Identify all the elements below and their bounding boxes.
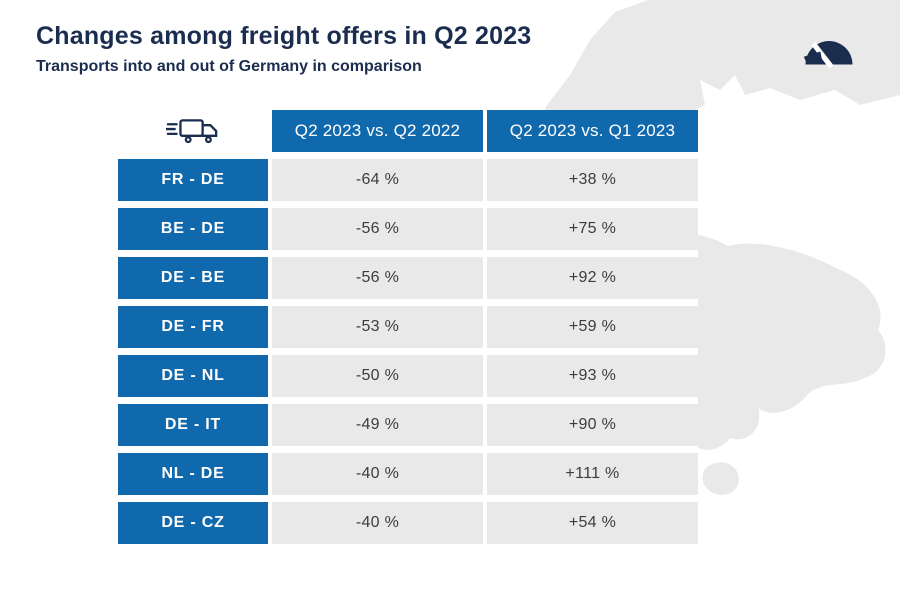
route-label: FR - DE: [118, 159, 268, 201]
route-label: BE - DE: [118, 208, 268, 250]
page-subtitle: Transports into and out of Germany in co…: [36, 58, 422, 75]
value-vs-q1-2023: +93 %: [487, 355, 698, 397]
value-vs-q2-2022: -53 %: [272, 306, 483, 348]
route-label: DE - IT: [118, 404, 268, 446]
value-vs-q2-2022: -49 %: [272, 404, 483, 446]
value-vs-q1-2023: +92 %: [487, 257, 698, 299]
value-vs-q1-2023: +111 %: [487, 453, 698, 495]
column-header-q2-2023-vs-q2-2022: Q2 2023 vs. Q2 2022: [272, 110, 483, 152]
route-label: DE - BE: [118, 257, 268, 299]
value-vs-q2-2022: -56 %: [272, 257, 483, 299]
value-vs-q2-2022: -40 %: [272, 502, 483, 544]
value-vs-q2-2022: -40 %: [272, 453, 483, 495]
gauge-logo-icon: [798, 28, 860, 73]
value-vs-q1-2023: +75 %: [487, 208, 698, 250]
value-vs-q2-2022: -64 %: [272, 159, 483, 201]
value-vs-q2-2022: -56 %: [272, 208, 483, 250]
value-vs-q1-2023: +59 %: [487, 306, 698, 348]
route-label: DE - NL: [118, 355, 268, 397]
value-vs-q1-2023: +54 %: [487, 502, 698, 544]
truck-icon: [118, 110, 268, 152]
page-title: Changes among freight offers in Q2 2023: [36, 22, 532, 50]
value-vs-q1-2023: +90 %: [487, 404, 698, 446]
route-label: NL - DE: [118, 453, 268, 495]
freight-offers-table: Q2 2023 vs. Q2 2022 Q2 2023 vs. Q1 2023 …: [118, 110, 698, 544]
route-label: DE - FR: [118, 306, 268, 348]
value-vs-q1-2023: +38 %: [487, 159, 698, 201]
title-block: Changes among freight offers in Q2 2023 …: [36, 22, 531, 76]
column-header-q2-2023-vs-q1-2023: Q2 2023 vs. Q1 2023: [487, 110, 698, 152]
route-label: DE - CZ: [118, 502, 268, 544]
value-vs-q2-2022: -50 %: [272, 355, 483, 397]
